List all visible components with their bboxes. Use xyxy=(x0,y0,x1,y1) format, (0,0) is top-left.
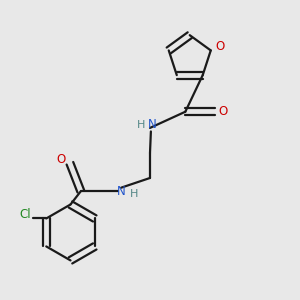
Text: N: N xyxy=(117,185,125,198)
Text: Cl: Cl xyxy=(19,208,31,221)
Text: N: N xyxy=(148,118,157,131)
Text: O: O xyxy=(56,153,66,166)
Text: O: O xyxy=(218,105,228,118)
Text: H: H xyxy=(136,120,145,130)
Text: O: O xyxy=(215,40,224,53)
Text: H: H xyxy=(130,189,138,199)
